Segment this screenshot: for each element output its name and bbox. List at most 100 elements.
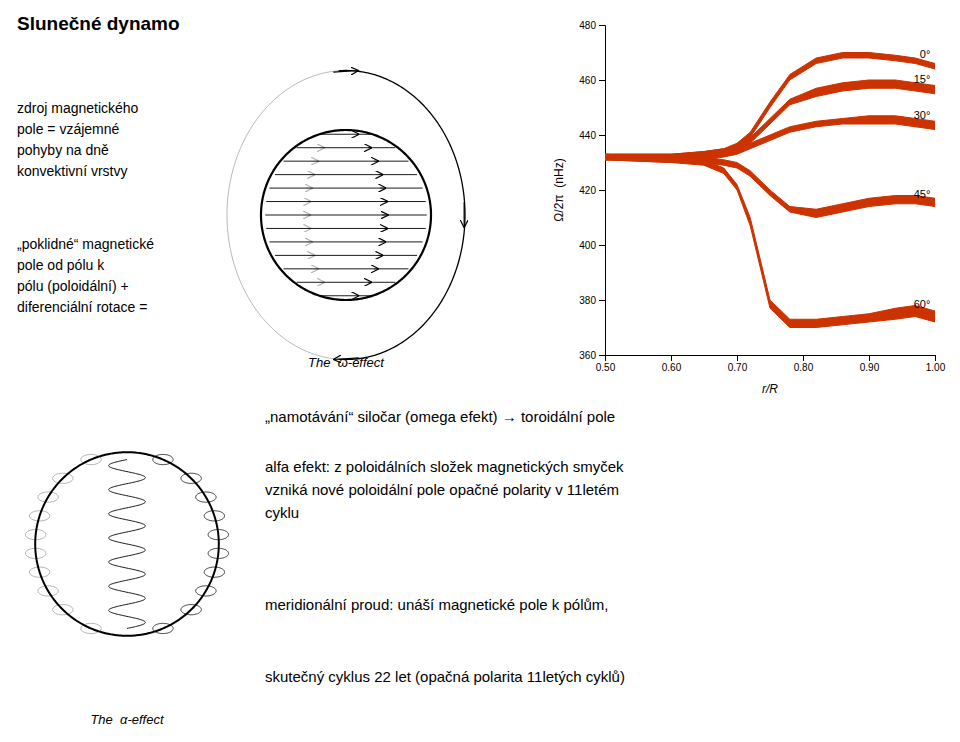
flux-loop: [38, 492, 58, 502]
band-edge: [605, 88, 935, 160]
diagram-arrow: [309, 174, 316, 175]
toroidal-field-line: [284, 161, 409, 162]
y-tick-label: 440: [579, 130, 596, 141]
y-tick-mark: [599, 300, 605, 301]
x-tick: 0.50: [596, 355, 616, 373]
y-tick-label: 360: [579, 350, 596, 361]
y-tick-mark: [599, 135, 605, 136]
text-block: alfa efekt: z poloidálních složek magnet…: [265, 458, 624, 522]
y-tick-label: 480: [579, 20, 596, 31]
y-tick-mark: [599, 190, 605, 191]
y-tick: 440: [579, 130, 605, 141]
y-tick-mark: [599, 355, 605, 356]
x-tick-label: 1.00: [926, 362, 946, 373]
band-edge: [605, 154, 935, 209]
toroidal-field-line: [297, 147, 396, 148]
band: [605, 154, 935, 327]
diagram-arrow: [320, 147, 325, 148]
diagram-arrow: [304, 201, 311, 202]
y-tick: 400: [579, 240, 605, 251]
y-tick-label: 420: [579, 185, 596, 196]
diagram-arrow: [380, 188, 386, 189]
x-axis-line: [606, 356, 936, 362]
plot: 0.500.600.700.800.901.003603804004204404…: [552, 20, 946, 396]
y-tick: 380: [579, 295, 605, 306]
flux-loop: [208, 548, 228, 558]
flux-loop: [29, 567, 49, 577]
y-tick-label: 400: [579, 240, 596, 251]
helix-segment: [127, 496, 145, 508]
diagram-arrow: [333, 71, 359, 73]
x-tick-label: 0.80: [794, 362, 814, 373]
curve-label: 30°: [914, 109, 931, 121]
y-axis-line: [599, 26, 606, 356]
flux-loop: [181, 473, 201, 483]
x-tick: 1.00: [926, 355, 946, 373]
x-tick-mark: [803, 355, 804, 361]
flux-loop: [153, 454, 173, 464]
flux-loop: [53, 473, 73, 483]
figure: Slunečné dynamozdroj magnetickéhopole = …: [0, 0, 960, 742]
flux-loop: [153, 623, 173, 633]
flux-loop: [204, 511, 224, 521]
band-edge: [605, 124, 935, 160]
y-tick-label: 380: [579, 295, 596, 306]
flux-loop: [38, 586, 58, 596]
toroidal-field-line: [275, 174, 417, 175]
band-edge: [605, 116, 935, 155]
y-axis: 360 380 400 420 440 460 480: [579, 20, 605, 361]
diagram-arrow: [306, 241, 313, 242]
annotations: 0°15°30°45°60°: [914, 48, 931, 310]
toroidal-field-line: [266, 201, 425, 202]
flux-loop: [196, 586, 216, 596]
toroidal-field-line: [269, 188, 422, 189]
helix-segment: [109, 532, 127, 544]
band: [605, 154, 935, 217]
helix-segment: [127, 616, 145, 628]
flux-loop: [81, 623, 101, 633]
helix-segment: [109, 556, 127, 568]
band: [605, 80, 935, 160]
flux-loop: [53, 605, 73, 615]
helix-segment: [127, 544, 145, 556]
toroidal-field-line: [284, 268, 409, 269]
flux-loop: [81, 454, 101, 464]
diagram-arrow: [313, 161, 319, 162]
y-tick: 360: [579, 350, 605, 361]
flux-loop: [204, 567, 224, 577]
x-tick: 0.60: [662, 355, 682, 373]
toroidal-field-line: [321, 134, 371, 135]
curve-label: 60°: [914, 298, 931, 310]
x-tick-mark: [737, 355, 738, 361]
alpha-diagram: The α-effect: [25, 452, 228, 727]
marks: [605, 53, 935, 328]
diagram-label: The ω-effect: [308, 355, 385, 370]
flux-loop: [208, 530, 228, 540]
y-tick-mark: [599, 245, 605, 246]
helix-segment: [109, 604, 127, 616]
x-tick: 0.70: [728, 355, 748, 373]
x-axis-title: r/R: [762, 382, 778, 396]
y-axis-title: Ω/2π (nHz): [552, 158, 566, 221]
sphere: [261, 130, 431, 300]
band-edge: [605, 58, 935, 160]
diagram-label: The α-effect: [90, 712, 165, 727]
diagram-arrow: [381, 201, 388, 202]
helix-segment: [109, 484, 127, 496]
diagram-arrow: [304, 228, 311, 229]
band: [605, 116, 935, 160]
sphere: [35, 452, 219, 636]
flux-loop: [181, 605, 201, 615]
band-edge: [605, 154, 935, 319]
diagram-arrow: [357, 295, 359, 296]
diagram-arrow: [374, 268, 379, 269]
x-tick-label: 0.50: [596, 362, 616, 373]
diagram-arrow: [464, 202, 465, 228]
helix-segment: [109, 508, 127, 520]
diagram-arrow: [378, 174, 384, 175]
diagram-arrow: [306, 188, 313, 189]
y-tick-label: 460: [579, 75, 596, 86]
diagram-arrow: [303, 215, 311, 216]
x-tick-mark: [935, 355, 936, 361]
helix-segment: [127, 568, 145, 580]
